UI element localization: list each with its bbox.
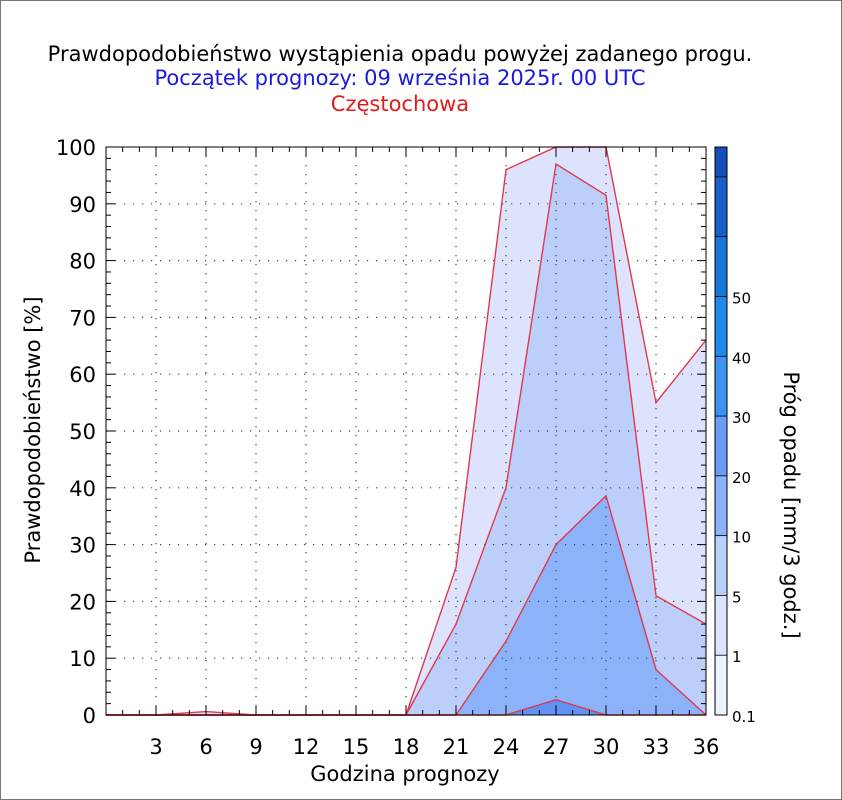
colorbar-label-value: 50: [732, 289, 751, 307]
colorbar-segment: [715, 535, 727, 596]
colorbar-label-value: 5: [732, 588, 742, 606]
x-tick-label: 15: [343, 735, 370, 759]
x-tick-label: 3: [149, 735, 162, 759]
chart-subtitle: Początek prognozy: 09 września 2025r. 00…: [154, 66, 646, 90]
colorbar-label-value: 40: [732, 349, 751, 367]
colorbar-segment: [715, 655, 727, 715]
x-tick-label: 6: [199, 735, 212, 759]
y-tick-label: 40: [69, 477, 96, 501]
x-tick-label: 21: [443, 735, 470, 759]
y-tick-label: 90: [69, 193, 96, 217]
y-tick-label: 80: [69, 250, 96, 274]
colorbar-segment: [715, 176, 727, 237]
y-tick-label: 0: [83, 704, 96, 728]
x-tick-label: 33: [643, 735, 670, 759]
y-tick-label: 10: [69, 647, 96, 671]
y-tick-label: 30: [69, 534, 96, 558]
colorbar-segment: [715, 296, 727, 357]
colorbar-segment: [715, 416, 727, 476]
chart-grid: [106, 147, 706, 715]
y-tick-label: 20: [69, 590, 96, 614]
colorbar-label: Próg opadu [mm/3 godz.]: [779, 371, 803, 638]
x-tick-label: 18: [393, 735, 420, 759]
colorbar-label-value: 20: [732, 469, 751, 487]
colorbar-segment: [715, 236, 727, 297]
x-tick-label: 12: [293, 735, 320, 759]
y-tick-label: 100: [56, 136, 96, 160]
y-tick-label: 70: [69, 306, 96, 330]
colorbar-segment: [715, 147, 727, 177]
chart-ticks: 3 6 9 12 15 18 21 24 27 30 33 360102030405060708090…: [56, 136, 719, 759]
x-tick-label: 24: [493, 735, 520, 759]
y-tick-label: 60: [69, 363, 96, 387]
colorbar-label-value: 1: [732, 648, 742, 666]
location-title: Częstochowa: [330, 92, 470, 116]
colorbar-label-value: 10: [732, 529, 751, 547]
threshold-colorbar: 0.1 1 5 10 20 30 40 50: [714, 146, 756, 726]
x-tick-label: 30: [593, 735, 620, 759]
colorbar-segment: [715, 595, 727, 656]
colorbar-segment: [715, 475, 727, 536]
colorbar-label-value: 0.1: [732, 708, 756, 726]
y-tick-label: 50: [69, 420, 96, 444]
x-tick-label: 9: [249, 735, 262, 759]
x-tick-label: 27: [543, 735, 570, 759]
x-axis-label: Godzina prognozy: [310, 762, 499, 786]
colorbar-segment: [715, 356, 727, 417]
y-axis-label: Prawdopodobieństwo [%]: [21, 296, 45, 563]
chart-title: Prawdopodobieństwo wystąpienia opadu pow…: [47, 42, 753, 66]
colorbar-label-value: 30: [732, 409, 751, 427]
colorbar-frame: [714, 146, 728, 716]
x-tick-label: 36: [693, 735, 720, 759]
